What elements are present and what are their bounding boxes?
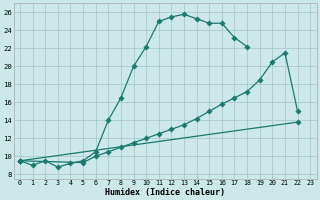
X-axis label: Humidex (Indice chaleur): Humidex (Indice chaleur) xyxy=(105,188,225,197)
